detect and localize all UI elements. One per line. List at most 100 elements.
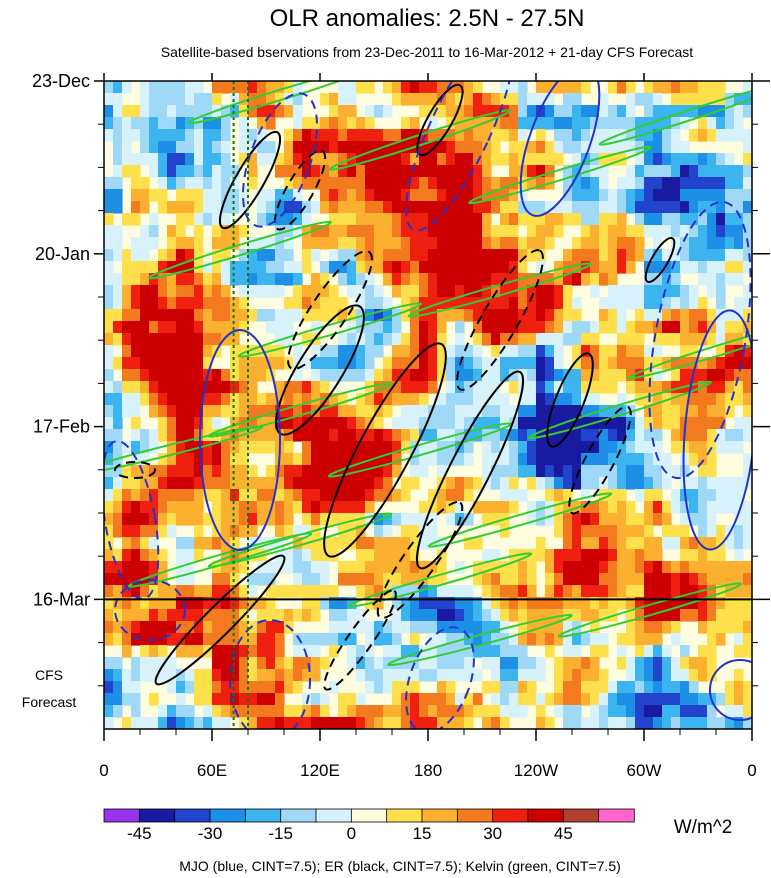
olr-cell [455,429,465,442]
olr-cell [392,453,402,466]
olr-cell [671,309,681,322]
olr-cell [581,213,591,226]
olr-cell [563,285,573,298]
olr-cell [356,225,366,238]
olr-cell [131,633,141,646]
olr-cell [329,165,339,178]
olr-cell [635,117,645,130]
olr-cell [302,357,312,370]
olr-cell [374,489,384,502]
olr-cell [644,657,654,670]
olr-cell [698,177,708,190]
olr-cell [221,297,231,310]
olr-cell [347,621,357,634]
olr-cell [698,393,708,406]
olr-cell [230,405,240,418]
olr-cell [293,177,303,190]
olr-cell [590,633,600,646]
olr-cell [167,513,177,526]
olr-cell [428,417,438,430]
olr-cell [527,141,537,154]
olr-cell [194,129,204,142]
olr-cell [140,597,150,610]
olr-cell [734,525,744,538]
olr-cell [491,657,501,670]
olr-cell [212,465,222,478]
olr-cell [617,537,627,550]
olr-cell [374,717,384,729]
olr-cell [113,405,123,418]
olr-cell [446,357,456,370]
olr-cell [680,669,690,682]
olr-cell [347,477,357,490]
olr-cell [716,585,726,598]
olr-cell [518,609,528,622]
olr-cell [194,405,204,418]
olr-cell [518,585,528,598]
olr-cell [635,429,645,442]
olr-cell [662,261,672,274]
olr-cell [257,141,267,154]
olr-cell [608,249,618,262]
olr-cell [338,201,348,214]
olr-cell [653,225,663,238]
olr-cell [311,237,321,250]
olr-cell [239,681,249,694]
olr-cell [626,657,636,670]
olr-cell [482,93,492,106]
olr-cell [662,105,672,118]
olr-cell [257,693,267,706]
olr-cell [536,105,546,118]
olr-cell [527,453,537,466]
olr-cell [590,705,600,718]
olr-cell [311,321,321,334]
olr-cell [383,105,393,118]
olr-cell [158,309,168,322]
olr-cell [707,465,717,478]
olr-cell [374,225,384,238]
olr-cell [122,81,132,94]
olr-cell [626,249,636,262]
mjo-contour [242,92,318,228]
olr-cell [356,429,366,442]
colorbar-swatch [209,808,247,823]
olr-cell [455,585,465,598]
olr-cell [698,513,708,526]
olr-cell [464,345,474,358]
olr-cell [149,225,159,238]
olr-cell [293,309,303,322]
olr-cell [743,705,752,718]
olr-cell [248,249,258,262]
olr-cell [320,405,330,418]
olr-cell [725,561,735,574]
olr-cell [545,633,555,646]
olr-cell [176,381,186,394]
olr-cell [653,465,663,478]
olr-cell [284,213,294,226]
olr-cell [626,117,636,130]
olr-cell [716,609,726,622]
olr-cell [455,189,465,202]
olr-cell [239,81,249,94]
olr-cell [104,621,114,634]
olr-cell [194,693,204,706]
olr-cell [644,309,654,322]
olr-cell [491,609,501,622]
olr-cell [509,657,519,670]
olr-cell [482,225,492,238]
olr-cell [410,537,420,550]
olr-cell [536,549,546,562]
olr-cell [509,141,519,154]
olr-cell [734,645,744,658]
olr-cell [563,633,573,646]
olr-cell [581,561,591,574]
olr-cell [392,585,402,598]
olr-cell [239,501,249,514]
olr-cell [176,705,186,718]
olr-cell [167,441,177,454]
olr-cell [275,381,285,394]
olr-cell [707,417,717,430]
er-contour [218,130,282,230]
olr-cell [437,321,447,334]
olr-cell [590,285,600,298]
